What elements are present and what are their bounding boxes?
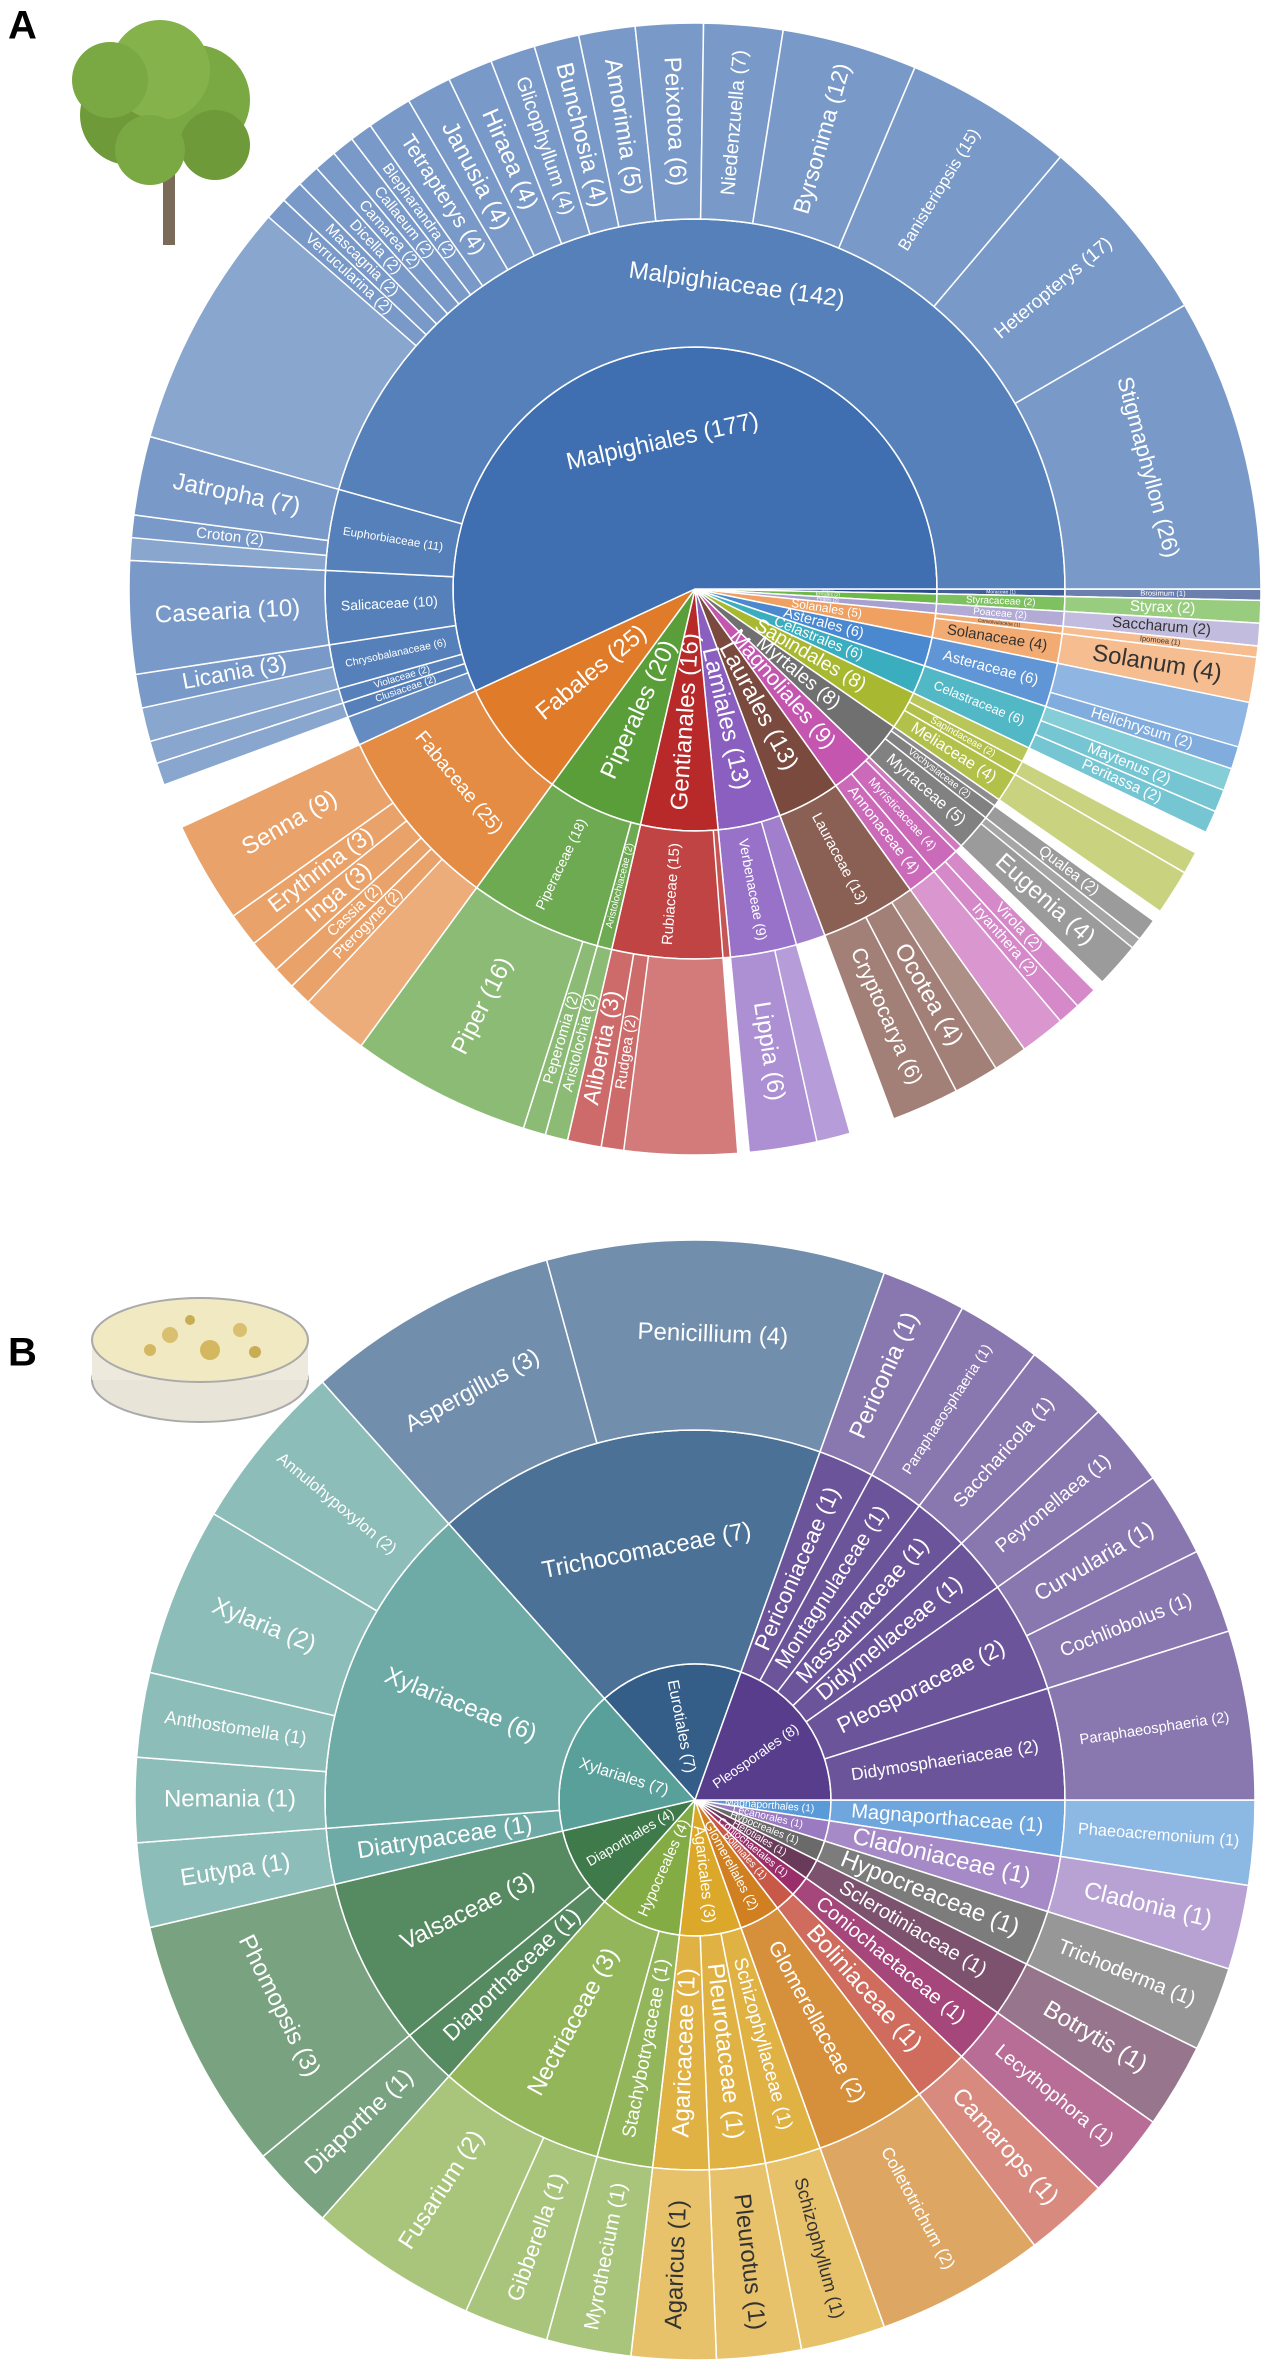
- sunburst-a: Brosimum (1) Moraceae (1) Rosales (1) Styra…: [128, 22, 1262, 1156]
- genus-arc: [180, 743, 395, 918]
- genus-label: Brosimum (1): [1140, 588, 1186, 597]
- family-label: Styracaceae (2): [966, 595, 1036, 609]
- family-label: Salicaceae (10): [341, 593, 439, 614]
- family-label: Moraceae (1): [986, 589, 1016, 595]
- order-label: Rosales (1): [822, 589, 835, 592]
- genus-label: Penicillium (4): [637, 1318, 789, 1351]
- genus-label: Styrax (2): [1130, 598, 1196, 618]
- genus-label: Peixotoa (6): [658, 56, 691, 186]
- genus-label: Nemania (1): [164, 1785, 296, 1812]
- order-label: Ericales (2): [816, 591, 841, 598]
- petri-dish-icon: [91, 1297, 309, 1423]
- tree-icon: [72, 20, 250, 245]
- panel-label: B: [8, 1331, 37, 1375]
- family-label: Convolvulaceae (1): [978, 618, 1021, 629]
- panel-label: A: [8, 4, 37, 48]
- genus-arc: [1046, 1630, 1256, 1801]
- genus-label: Agaricus (1): [660, 2199, 692, 2329]
- sunburst-b: Phaeoacremonium (1)Magnaporthaceae (1)Ma…: [134, 1239, 1256, 2361]
- order-label: Poales (2): [816, 596, 839, 604]
- genus-arc: [1014, 304, 1262, 590]
- family-label: Poaceae (2): [973, 606, 1028, 621]
